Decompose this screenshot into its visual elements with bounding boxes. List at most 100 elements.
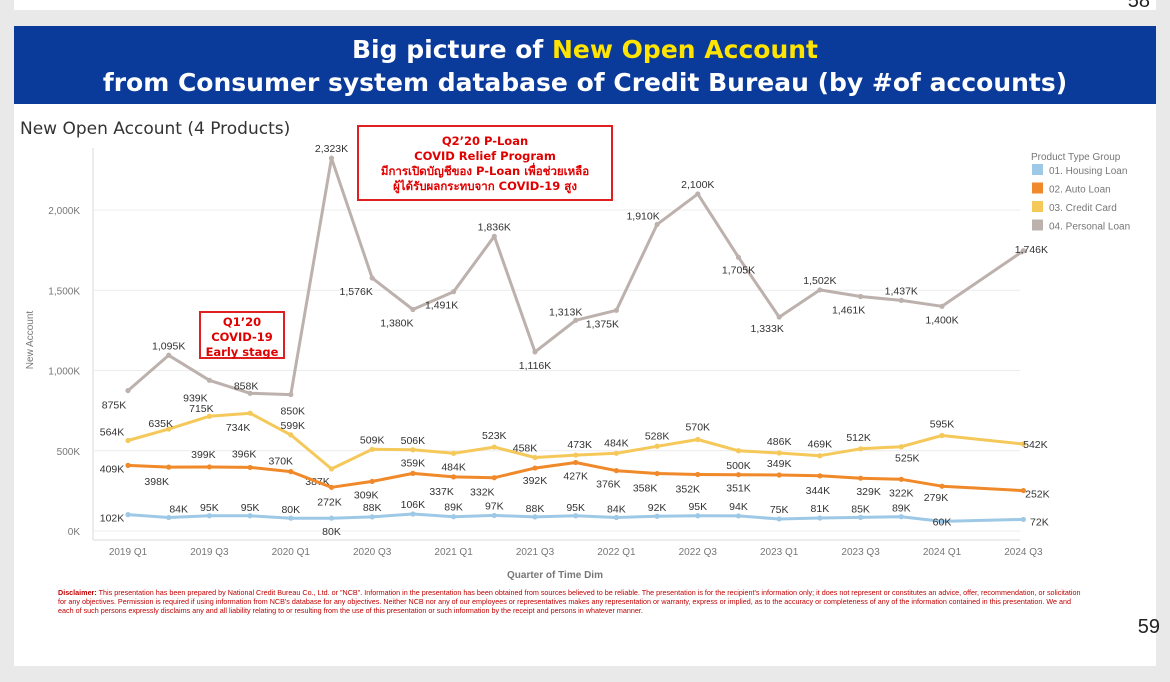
data-label-housing: 80K: [281, 504, 300, 516]
data-point-personal: [1020, 248, 1026, 254]
data-point-credit: [369, 446, 375, 452]
data-label-housing: 72K: [1030, 516, 1049, 528]
annotation-q2-line: มีการเปิดบัญชีของ P-Loan เพื่อช่วยเหลือ: [380, 164, 590, 178]
data-point-personal: [898, 297, 904, 303]
data-point-auto: [613, 468, 620, 474]
data-point-housing: [654, 513, 660, 519]
data-point-personal: [654, 221, 660, 228]
data-label-personal: 1,910K: [626, 210, 659, 222]
data-label-personal: 1,095K: [152, 340, 185, 352]
data-point-personal: [817, 287, 823, 293]
data-label-housing: 75K: [770, 504, 789, 516]
data-label-personal: 850K: [281, 406, 306, 418]
data-point-personal: [125, 387, 131, 394]
data-label-personal: 875K: [102, 400, 127, 412]
data-point-personal: [247, 390, 253, 396]
data-point-credit: [817, 453, 823, 459]
data-label-credit: 525K: [895, 453, 920, 465]
disclaimer: Disclaimer: This presentation has been p…: [58, 588, 1088, 615]
data-label-personal: 1,576K: [340, 286, 373, 298]
data-point-credit: [654, 443, 660, 449]
data-point-credit: [288, 432, 294, 438]
previous-page-number: 58: [1127, 0, 1150, 12]
data-point-personal: [858, 293, 864, 300]
data-point-auto: [898, 476, 904, 482]
data-point-housing: [369, 514, 375, 520]
data-label-credit: 509K: [360, 434, 385, 446]
y-tick-label: 0K: [68, 527, 81, 538]
data-label-credit: 595K: [930, 419, 955, 431]
data-label-credit: 734K: [226, 422, 251, 434]
data-label-auto: 376K: [596, 479, 621, 491]
data-point-personal: [939, 303, 945, 309]
data-point-personal: [491, 233, 497, 239]
data-label-personal: 1,836K: [478, 221, 511, 233]
data-label-credit: 484K: [604, 437, 629, 449]
annotation-q1-covid: Q1’20 COVID-19 Early stage: [199, 311, 285, 359]
x-tick-label: 2022 Q1: [597, 547, 636, 558]
data-label-housing: 85K: [851, 503, 870, 515]
data-point-credit: [1020, 441, 1026, 447]
data-point-credit: [573, 452, 579, 458]
data-point-housing: [939, 518, 945, 524]
data-label-housing: 84K: [607, 504, 626, 516]
data-point-auto: [695, 471, 701, 478]
data-label-auto: 427K: [563, 470, 588, 482]
data-label-personal: 2,100K: [681, 179, 714, 191]
data-point-personal: [288, 391, 294, 398]
data-label-auto: 359K: [401, 457, 426, 469]
banner-line-1: Big picture of New Open Account: [14, 33, 1156, 66]
data-point-housing: [817, 515, 823, 521]
data-point-personal: [573, 317, 579, 323]
data-point-personal: [532, 349, 538, 355]
data-label-personal: 939K: [183, 392, 208, 404]
data-point-personal: [735, 254, 742, 260]
x-tick-label: 2023 Q1: [760, 547, 799, 558]
legend-title: Product Type Group: [1031, 152, 1121, 163]
legend-swatch-credit: [1032, 201, 1043, 212]
data-label-housing: 94K: [729, 501, 748, 513]
legend-label-personal: 04. Personal Loan: [1049, 222, 1130, 233]
data-label-personal: 1,746K: [1015, 244, 1048, 256]
x-tick-label: 2021 Q3: [516, 547, 555, 558]
data-label-auto: 358K: [633, 483, 658, 495]
data-label-credit: 715K: [189, 403, 214, 415]
series-line-housing: [127, 512, 1024, 523]
data-label-credit: 486K: [767, 436, 792, 448]
banner-line-2: from Consumer system database of Credit …: [102, 68, 1068, 97]
data-point-housing: [532, 514, 538, 520]
annotation-q2-ploan: Q2’20 P-Loan COVID Relief Program มีการเ…: [357, 125, 613, 201]
legend-label-housing: 01. Housing Loan: [1049, 166, 1127, 177]
data-label-auto: 329K: [856, 486, 881, 498]
data-point-housing: [776, 516, 782, 522]
data-label-personal: 1,375K: [586, 318, 619, 330]
data-label-auto: 337K: [429, 486, 454, 498]
data-label-personal: 1,491K: [425, 300, 458, 312]
data-label-personal: 1,380K: [380, 318, 413, 330]
annotation-q2-line: ผู้ได้รับผลกระทบจาก COVID-19 สูง: [393, 179, 577, 193]
data-label-auto: 252K: [1025, 489, 1050, 501]
data-label-auto: 309K: [354, 489, 379, 501]
data-point-auto: [532, 465, 538, 471]
legend-swatch-personal: [1032, 219, 1043, 231]
data-label-housing: 88K: [363, 502, 382, 514]
data-label-credit: 473K: [567, 439, 592, 451]
annotation-q2-line: Q2’20 P-Loan: [441, 134, 529, 148]
data-point-auto: [776, 472, 782, 478]
annotation-q1-line: COVID-19: [211, 330, 273, 344]
data-point-credit: [613, 450, 620, 456]
data-point-housing: [166, 514, 172, 521]
data-point-credit: [491, 444, 497, 450]
legend-label-credit: 03. Credit Card: [1049, 203, 1117, 214]
data-label-credit: 523K: [482, 430, 507, 442]
y-axis-title: New Account: [25, 311, 36, 370]
data-point-personal: [451, 289, 457, 295]
data-label-auto: 344K: [806, 485, 831, 497]
data-label-auto: 392K: [523, 475, 548, 487]
data-label-personal: 1,116K: [519, 360, 552, 372]
data-point-personal: [695, 191, 701, 197]
data-label-auto: 399K: [191, 449, 216, 461]
data-label-housing: 106K: [401, 499, 426, 511]
x-tick-label: 2024 Q3: [1004, 547, 1043, 558]
data-label-credit: 500K: [726, 460, 751, 472]
